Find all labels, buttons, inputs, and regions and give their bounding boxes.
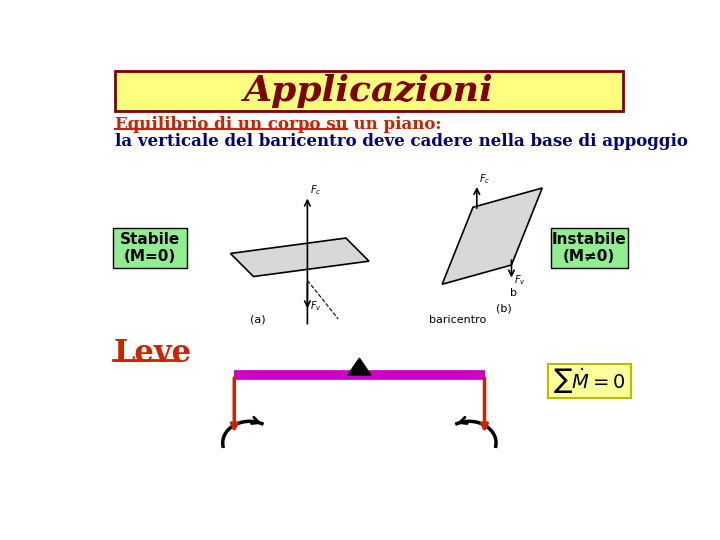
Text: Applicazioni: Applicazioni <box>244 74 494 108</box>
Text: (b): (b) <box>496 303 512 313</box>
FancyBboxPatch shape <box>551 228 628 268</box>
Text: Leve: Leve <box>113 338 192 369</box>
FancyBboxPatch shape <box>548 363 631 398</box>
Text: $F_v$: $F_v$ <box>310 300 321 313</box>
Text: $F_c$: $F_c$ <box>479 172 490 186</box>
Text: $F_v$: $F_v$ <box>514 273 526 287</box>
Polygon shape <box>230 238 369 276</box>
Polygon shape <box>442 188 542 284</box>
Text: baricentro: baricentro <box>429 315 486 325</box>
Text: b: b <box>510 288 517 298</box>
FancyBboxPatch shape <box>113 228 186 268</box>
Text: Equilibrio di un corpo su un piano:: Equilibrio di un corpo su un piano: <box>115 116 441 133</box>
Text: $F_c$: $F_c$ <box>310 184 322 197</box>
Text: la verticale del baricentro deve cadere nella base di appoggio: la verticale del baricentro deve cadere … <box>115 133 688 150</box>
Text: Instabile
(M≠0): Instabile (M≠0) <box>552 232 626 264</box>
Text: $\sum \dot{M} = 0$: $\sum \dot{M} = 0$ <box>553 367 626 396</box>
FancyBboxPatch shape <box>115 71 623 111</box>
Text: (a): (a) <box>250 315 265 325</box>
Text: Stabile
(M=0): Stabile (M=0) <box>120 232 180 264</box>
Polygon shape <box>348 358 371 375</box>
